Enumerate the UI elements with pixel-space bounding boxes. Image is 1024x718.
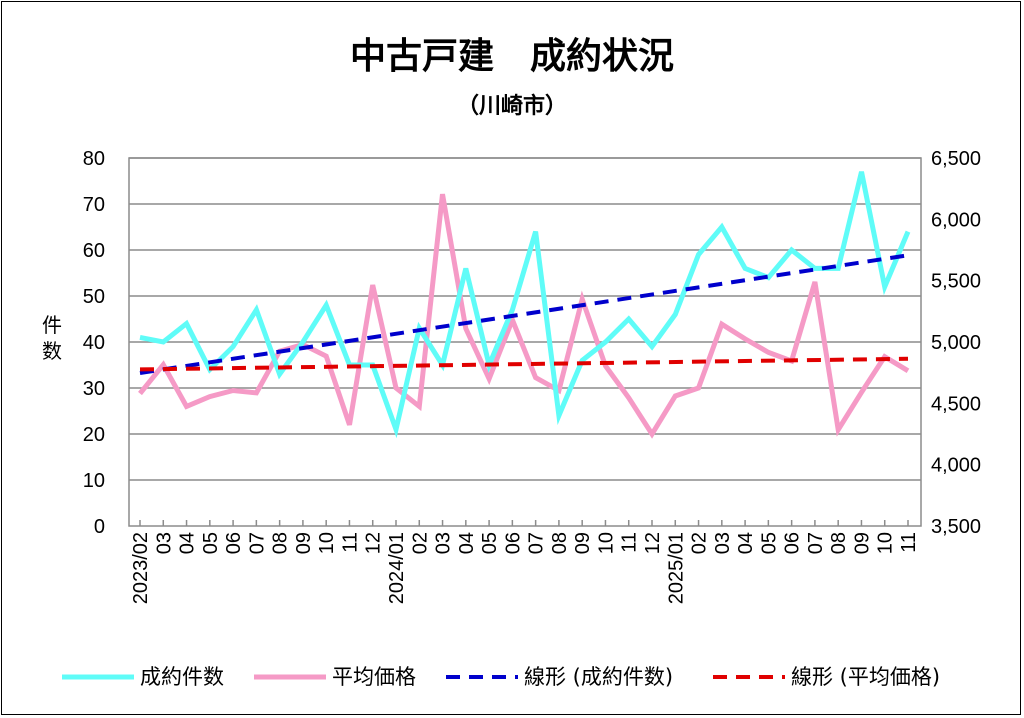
- y-right-tick-label: 4,000: [931, 455, 981, 477]
- x-tick-label: 11: [619, 532, 641, 553]
- x-tick-label: 05: [200, 532, 222, 554]
- x-tick-label: 10: [595, 532, 617, 554]
- x-tick-label: 09: [851, 532, 873, 554]
- x-tick-label: 08: [828, 532, 850, 554]
- y-right-tick-label: 6,500: [931, 148, 981, 170]
- plot-area: [128, 157, 922, 527]
- series-line-0: [139, 171, 911, 439]
- x-tick-label: 09: [572, 532, 594, 554]
- x-tick-label: 2024/01: [386, 532, 408, 604]
- y-tick-label: 10: [83, 470, 105, 492]
- x-tick-label: 09: [293, 532, 315, 554]
- x-tick-label: 10: [875, 532, 897, 554]
- x-tick-label: 03: [433, 532, 455, 554]
- x-tick-label: 07: [526, 532, 548, 554]
- trendline-3: [139, 356, 909, 372]
- y-tick-label: 0: [94, 516, 105, 538]
- y-tick-label: 20: [83, 424, 105, 446]
- chart-subtitle: （川崎市）: [457, 93, 567, 119]
- y-axis-label: 数: [42, 339, 62, 363]
- x-tick-label: 02: [409, 532, 431, 554]
- y-right-tick-label: 6,000: [931, 209, 981, 231]
- y-axis-label: 件: [42, 313, 62, 337]
- x-tick-label: 05: [758, 532, 780, 554]
- x-tick-label: 11: [898, 532, 920, 553]
- y-tick-label: 30: [83, 378, 105, 400]
- y-tick-label: 70: [83, 194, 105, 216]
- x-tick-label: 06: [223, 532, 245, 554]
- legend-label: 線形 (平均価格): [791, 665, 940, 689]
- y-right-tick-label: 4,500: [931, 393, 981, 415]
- y-right-tick-label: 3,500: [931, 516, 981, 538]
- x-tick-label: 2025/01: [665, 532, 687, 604]
- x-tick-label: 11: [339, 532, 361, 553]
- x-tick-label: 03: [712, 532, 734, 554]
- series-line-1: [138, 193, 910, 439]
- x-tick-label: 04: [456, 532, 478, 554]
- x-tick-label: 02: [689, 532, 711, 554]
- x-tick-label: 10: [316, 532, 338, 554]
- x-tick-label: 06: [502, 532, 524, 554]
- y-tick-label: 60: [83, 240, 105, 262]
- trendline-2: [139, 253, 909, 375]
- x-tick-label: 12: [363, 532, 385, 554]
- x-tick-label: 07: [246, 532, 268, 554]
- legend-label: 成約件数: [140, 665, 224, 689]
- y-right-tick-label: 5,500: [931, 271, 981, 293]
- x-tick-label: 06: [782, 532, 804, 554]
- y-tick-label: 40: [83, 332, 105, 354]
- x-tick-label: 07: [805, 532, 827, 554]
- x-tick-label: 2023/02: [130, 532, 152, 604]
- x-tick-label: 12: [642, 532, 664, 554]
- x-tick-label: 05: [479, 532, 501, 554]
- x-tick-label: 04: [735, 532, 757, 554]
- chart-title: 中古戸建 成約状況: [350, 36, 674, 77]
- x-tick-label: 08: [270, 532, 292, 554]
- legend-label: 平均価格: [332, 665, 416, 689]
- x-tick-label: 08: [549, 532, 571, 554]
- legend-label: 線形 (成約件数): [524, 665, 673, 689]
- y-tick-label: 50: [83, 286, 105, 308]
- y-tick-label: 80: [83, 148, 105, 170]
- x-tick-label: 03: [153, 532, 175, 554]
- y-right-tick-label: 5,000: [931, 332, 981, 354]
- x-tick-label: 04: [177, 532, 199, 554]
